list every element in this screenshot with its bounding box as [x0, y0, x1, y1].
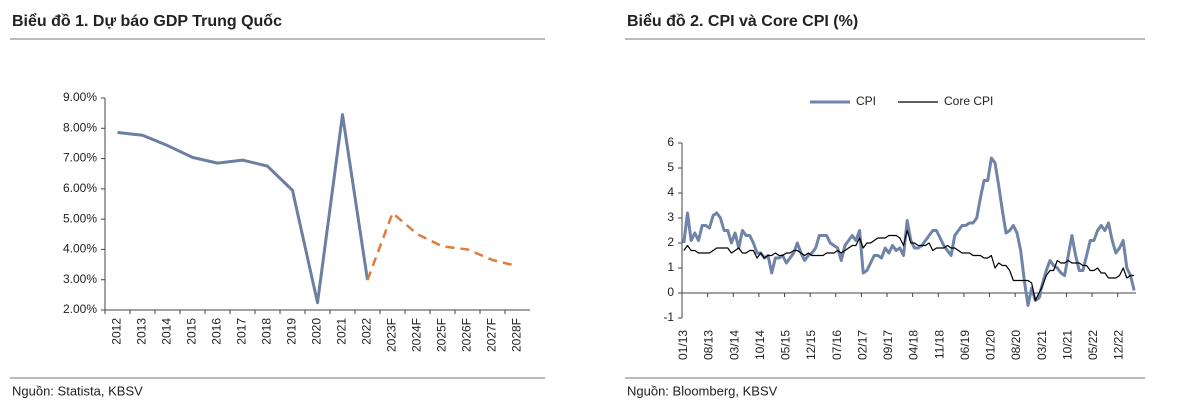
y-tick-label: 4.00% [63, 242, 97, 256]
y-tick-label: 2 [667, 235, 674, 249]
x-tick-label: 2019 [285, 318, 299, 345]
x-tick-label: 2013 [135, 318, 149, 345]
x-tick-label: 2023F [385, 318, 399, 352]
x-tick-label: 2017 [235, 318, 249, 345]
legend-label: Core CPI [944, 94, 993, 108]
y-tick-label: 0 [667, 285, 674, 299]
x-tick-label: 12/15 [804, 330, 818, 360]
data-line [683, 229, 1135, 302]
x-tick-label: 2026F [460, 318, 474, 352]
x-tick-label: 2024F [410, 318, 424, 352]
x-tick-label: 2014 [160, 318, 174, 345]
x-tick-label: 2022 [360, 318, 374, 345]
x-tick-label: 09/17 [881, 330, 895, 360]
legend-label: CPI [856, 94, 876, 108]
x-tick-label: 06/19 [958, 330, 972, 360]
x-tick-label: 2025F [435, 318, 449, 352]
y-tick-label: -1 [663, 310, 674, 324]
source-note: Nguồn: Statista, KBSV [12, 383, 143, 398]
y-tick-label: 6 [667, 135, 674, 149]
x-tick-label: 08/13 [702, 330, 716, 360]
x-tick-label: 03/21 [1035, 330, 1049, 360]
x-tick-label: 10/21 [1060, 330, 1074, 360]
x-tick-label: 03/14 [727, 330, 741, 360]
x-tick-label: 04/18 [907, 330, 921, 360]
x-tick-label: 08/20 [1009, 330, 1023, 360]
chart-title: Biểu đồ 2. CPI và Core CPI (%) [627, 12, 858, 30]
x-tick-label: 11/18 [932, 330, 946, 359]
x-tick-label: 2012 [110, 318, 124, 345]
y-tick-label: 3 [667, 210, 674, 224]
x-tick-label: 2021 [335, 318, 349, 345]
data-line [366, 211, 518, 281]
y-tick-label: 5.00% [63, 211, 97, 225]
chart-title: Biểu đồ 1. Dự báo GDP Trung Quốc [12, 12, 282, 30]
y-tick-label: 4 [667, 185, 674, 199]
y-tick-label: 1 [667, 260, 674, 274]
x-tick-label: 05/15 [779, 330, 793, 360]
x-tick-label: 05/22 [1086, 330, 1100, 360]
x-tick-label: 2028F [510, 318, 524, 352]
x-tick-label: 07/16 [830, 330, 844, 360]
y-tick-label: 3.00% [63, 272, 97, 286]
x-tick-label: 2020 [310, 318, 324, 345]
y-tick-label: 8.00% [63, 120, 97, 134]
x-tick-label: 01/20 [984, 330, 998, 360]
y-tick-label: 2.00% [63, 302, 97, 316]
y-tick-label: 6.00% [63, 181, 97, 195]
y-tick-label: 9.00% [63, 90, 97, 104]
x-tick-label: 2016 [210, 318, 224, 345]
x-tick-label: 2015 [185, 318, 199, 345]
data-line [682, 156, 1136, 307]
data-line [117, 113, 369, 305]
x-tick-label: 02/17 [855, 330, 869, 360]
x-tick-label: 01/13 [676, 330, 690, 360]
x-tick-label: 12/22 [1112, 330, 1126, 360]
y-tick-label: 7.00% [63, 151, 97, 165]
source-note: Nguồn: Bloomberg, KBSV [627, 383, 778, 398]
x-tick-label: 10/14 [753, 330, 767, 360]
y-tick-label: 5 [667, 160, 674, 174]
x-tick-label: 2027F [485, 318, 499, 352]
x-tick-label: 2018 [260, 318, 274, 345]
